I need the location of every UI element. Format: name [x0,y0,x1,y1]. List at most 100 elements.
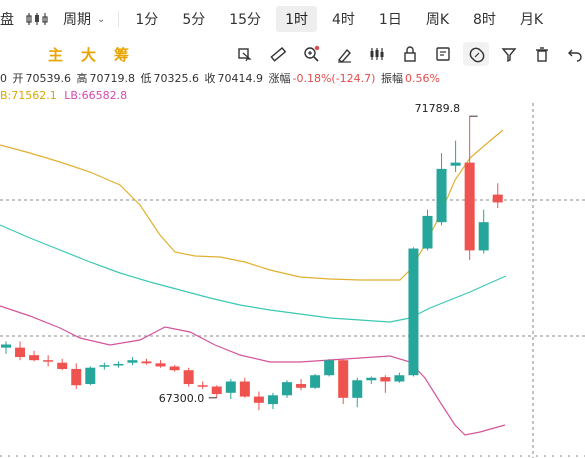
candle [310,373,321,390]
candle [464,116,475,260]
ohlc-info: 0 开 70539.6 高 70719.8 低 70325.6 收 70414.9 涨幅… [0,70,442,86]
candle-body [113,363,124,366]
drawing-toolbar: 主大筹 [0,40,585,68]
high-label: 高 [76,72,88,85]
candle [29,350,40,362]
candle-body [422,215,433,249]
interval-tab[interactable]: 1时 [276,6,317,32]
candle [15,341,26,361]
candle [366,376,377,385]
candle-body [197,385,208,387]
interval-tab[interactable]: 4时 [331,12,355,28]
candle [57,358,68,371]
candle-body [43,360,54,362]
lower-band-line [0,305,506,436]
candle-body [366,377,377,381]
candle [225,379,236,400]
drawing-tools [232,40,585,68]
filter-icon[interactable] [496,42,522,66]
candle-body [436,168,447,223]
interval-tab[interactable]: 15分 [229,12,262,28]
interval-tab[interactable]: 5分 [182,12,206,28]
candle [127,357,138,366]
candle [296,379,307,391]
candle [1,341,11,354]
interval-tabs: 1分 5分 15分 1时 4时 1日 周K 8时 月K [123,6,555,32]
candle [492,183,503,209]
candle-body [394,375,405,382]
candle-body [169,366,180,371]
candle-body [282,382,292,396]
upper-band-line [0,129,504,281]
period-label: 周期 [63,12,91,28]
candle-body [408,248,419,376]
candle-body [267,395,278,405]
candle-body [85,367,96,385]
rect-select-icon[interactable] [232,42,258,66]
lower-band-value: LB:66582.8 [64,89,128,102]
middle-band-line [0,224,507,323]
chart-type-icon[interactable] [20,6,54,32]
candle [408,247,419,377]
candle [422,209,433,251]
candle [324,358,335,377]
candle-body [478,222,489,251]
trash-icon[interactable] [529,42,555,66]
candle [211,385,222,398]
candle [436,153,447,226]
partial-tab-label[interactable]: 盘 [0,12,14,28]
interval-tab[interactable]: 周K [425,12,450,28]
candle [85,366,96,386]
candle-body [155,363,166,367]
candle [380,375,391,393]
low-label: 低 [140,72,152,85]
candle-body [492,194,503,203]
change-value: -0.18%(-124.7) [292,72,376,85]
candle-body [225,381,236,393]
candle [239,377,250,398]
amplitude-label: 振幅 [380,72,403,85]
interval-tab[interactable]: 8时 [473,12,496,28]
candle-body [253,396,264,403]
note-icon[interactable] [430,42,456,66]
candle-body [239,381,250,397]
ruler-icon[interactable] [265,42,291,66]
candle [183,367,194,387]
candle [43,355,54,367]
low-price-label: 67300.0 [159,392,205,405]
brush-icon[interactable] [331,42,357,66]
candle-body [127,360,138,363]
candle-body [57,362,68,369]
candle-body [141,361,152,364]
lock-icon[interactable] [397,42,423,66]
candle-body [183,370,194,385]
magnet-icon[interactable] [463,42,489,66]
interval-toolbar: 盘 周期 ⌄ 1分 5分 15分 1时 4时 1日 周K 8时 月K [0,0,585,38]
zoom-plus-icon[interactable] [298,42,324,66]
candle [113,361,124,368]
candle-body [71,368,82,386]
candle [141,358,152,365]
close-label: 收 [204,72,216,85]
candle [338,358,349,405]
open-value: 70539.6 [25,72,72,85]
toolbar-divider [118,11,120,27]
candle-body [338,360,349,398]
interval-tab[interactable]: 1日 [378,12,402,28]
candles-icon[interactable] [364,42,390,66]
candle-body [310,375,321,388]
candle-body [29,355,40,361]
open-label: 开 [12,72,24,85]
candle-body [324,360,335,376]
interval-tab[interactable]: 1分 [135,12,159,28]
interval-tab[interactable]: 月K [519,12,544,28]
candle-body [99,365,110,367]
candle [169,365,180,372]
candle-body [352,380,363,398]
upper-band-value: B:71562.1 [0,89,57,102]
undo-icon[interactable] [562,42,585,66]
low-value: 70325.6 [153,72,200,85]
period-dropdown[interactable]: 周期 ⌄ [54,6,114,32]
